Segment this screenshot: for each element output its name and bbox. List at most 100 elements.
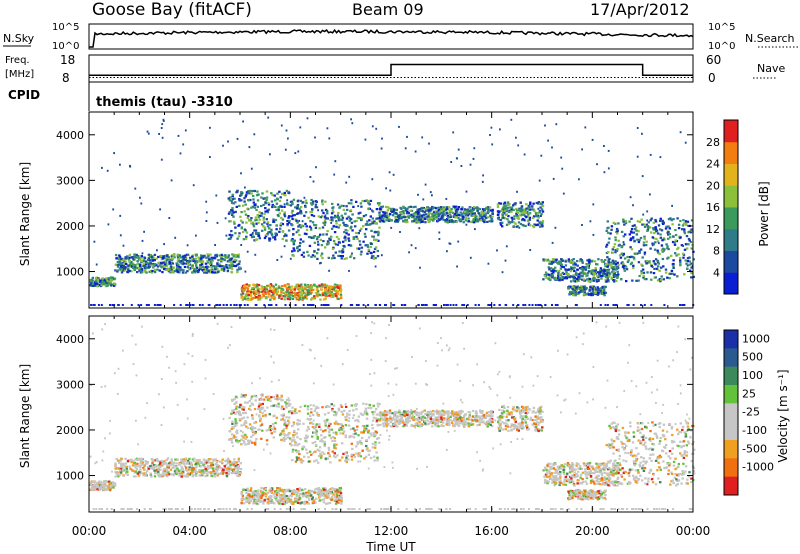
echo-cell [264,415,267,418]
echo-cell [311,221,315,224]
echo-cell [464,214,468,217]
echo-cell [314,203,318,206]
echo-cell [638,220,642,223]
echo-cell [285,398,289,402]
echo-cell [153,263,156,266]
echo-cell [626,255,629,259]
echo-cell [435,217,438,220]
echo-cell [262,218,265,221]
echo-cell [431,212,434,215]
echo-cell [90,283,93,286]
echo-cell [168,473,171,476]
echo-cell [281,237,284,241]
echo-cell [347,244,351,247]
echo-cell [227,237,231,240]
echo-cell [658,278,661,281]
echo-cell [216,474,219,477]
echo-cell [669,236,672,239]
echo-cell [316,235,319,239]
echo-cell [476,209,479,212]
echo-cell [195,253,198,256]
echo-cell [323,292,327,295]
echo-cell [313,241,317,244]
echo-cell [124,257,127,260]
echo-cell [528,218,531,221]
echo-cell [670,219,673,222]
echo-cell [278,212,281,215]
echo-cell [536,219,539,222]
echo-cell [496,210,500,213]
echo-cell [435,215,438,219]
echo-cell [277,397,280,401]
echo-cell [428,212,432,215]
echo-cell [474,304,477,306]
echo-cell [274,238,277,241]
echo-cell [690,266,693,269]
echo-cell [291,238,294,241]
echo-cell [371,178,374,181]
echo-cell [551,146,553,149]
echo-cell [606,274,609,277]
echo-cell [366,245,370,248]
echo-cell [247,294,251,297]
power-echo-cells [89,116,695,306]
echo-cell [602,260,605,263]
echo-cell [221,257,223,260]
echo-cell [371,125,374,128]
echo-cell [615,267,619,270]
echo-cell [263,197,266,200]
echo-cell [511,221,514,224]
echo-cell [318,449,321,452]
echo-cell [331,206,334,210]
echo-cell [606,277,610,280]
echo-cell [327,287,331,290]
echo-cell [657,262,660,265]
echo-cell [632,236,635,239]
echo-cell [187,253,190,256]
echo-cell [240,193,243,196]
echo-cell [240,434,244,437]
echo-cell [311,422,315,425]
echo-cell [240,191,243,194]
echo-cell [622,243,626,246]
echo-cell [547,277,550,280]
echo-cell [310,214,314,217]
echo-cell [690,228,693,231]
echo-cell [631,279,634,282]
echo-cell [281,405,284,408]
echo-cell [273,194,276,197]
echo-cell [371,255,374,258]
echo-cell [564,264,568,267]
echo-cell [203,459,207,462]
echo-cell [369,199,373,202]
echo-cell [593,272,597,276]
echo-cell [586,271,590,274]
echo-cell [380,254,383,257]
echo-cell [299,405,302,409]
echo-cell [104,277,108,280]
echo-cell [359,211,362,214]
cpid-label: CPID [8,88,40,102]
echo-cell [280,418,283,421]
echo-cell [496,249,498,252]
echo-cell [625,266,628,269]
echo-cell [683,273,686,276]
echo-cell [321,226,325,229]
echo-cell [104,281,107,284]
echo-cell [397,217,401,220]
echo-cell [389,189,392,192]
echo-cell [272,425,276,428]
echo-cell [296,250,300,253]
echo-cell [302,240,305,243]
echo-cell [460,208,463,211]
echo-cell [327,256,330,259]
echo-cell [235,407,238,410]
echo-cell [293,295,297,299]
echo-cell [588,259,591,262]
echo-cell [594,290,598,293]
echo-cell [341,216,345,219]
echo-cell [588,278,592,281]
echo-cell [234,232,237,235]
echo-cell [234,465,237,468]
echo-cell [422,218,426,221]
